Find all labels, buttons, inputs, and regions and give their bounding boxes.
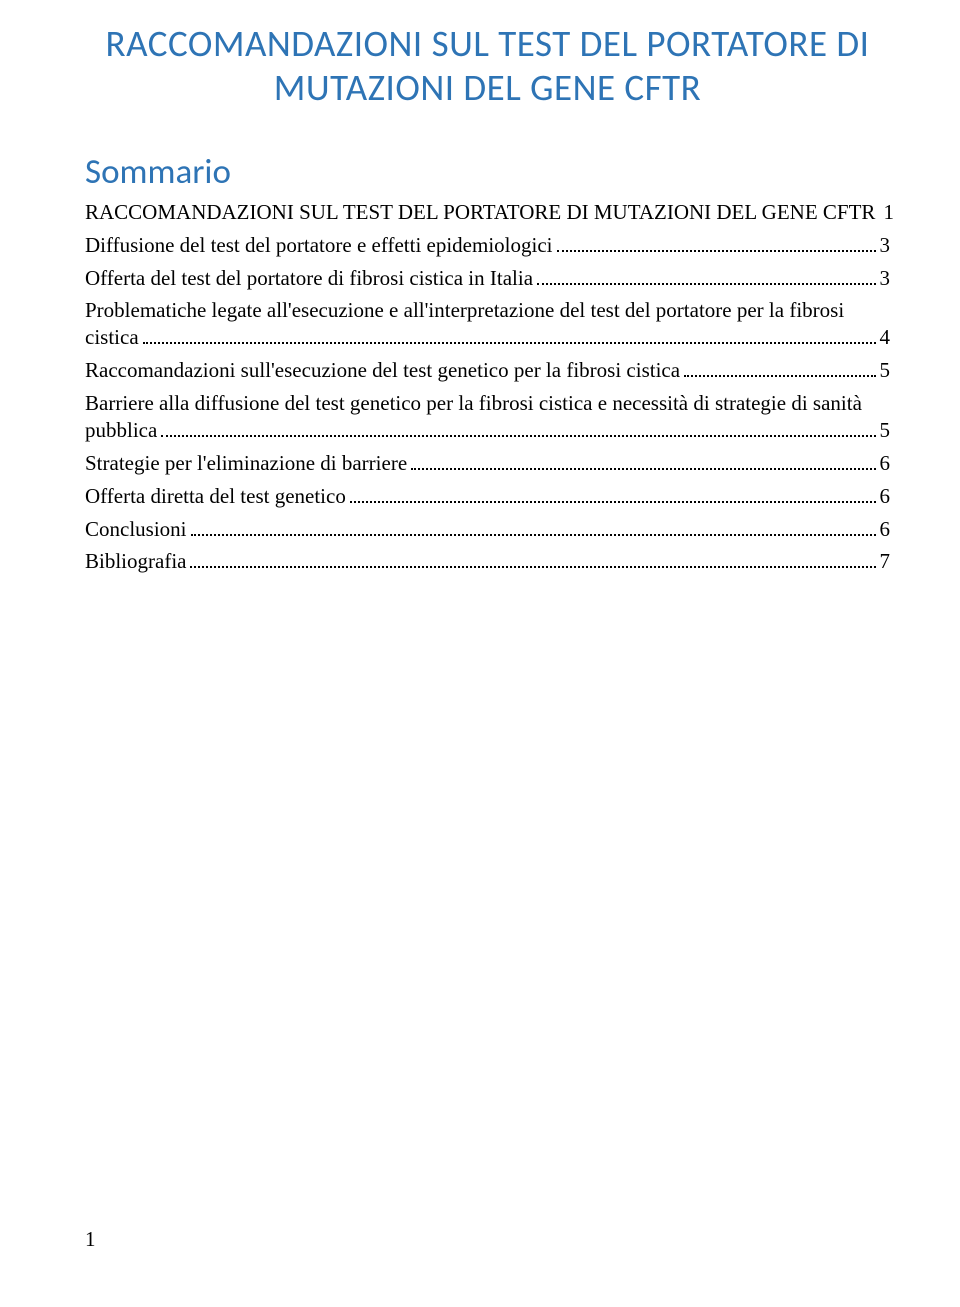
toc-entry-label: Barriere alla diffusione del test geneti… — [85, 390, 890, 417]
toc-entry-label: pubblica — [85, 417, 157, 444]
toc-leader-dots — [143, 327, 876, 344]
toc-entry-page: 5 — [880, 357, 891, 384]
toc-leader-dots — [411, 453, 875, 470]
toc-entry-label: RACCOMANDAZIONI SUL TEST DEL PORTATORE D… — [85, 199, 875, 226]
toc-leader-dots — [191, 519, 876, 536]
toc-leader-dots — [684, 360, 875, 377]
toc-leader-dots — [350, 486, 876, 503]
page-number: 1 — [85, 1227, 96, 1252]
toc-entry-page: 3 — [880, 232, 891, 259]
toc-leader-dots — [557, 235, 876, 252]
toc-leader-dots — [190, 552, 875, 569]
toc-entry[interactable]: Offerta del test del portatore di fibros… — [85, 265, 890, 292]
toc-entry-page: 3 — [880, 265, 891, 292]
toc-entry[interactable]: RACCOMANDAZIONI SUL TEST DEL PORTATORE D… — [85, 199, 890, 226]
toc-entry[interactable]: Offerta diretta del test genetico 6 — [85, 483, 890, 510]
toc-entry-page: 1 — [883, 199, 894, 226]
toc-entry[interactable]: Strategie per l'eliminazione di barriere… — [85, 450, 890, 477]
toc-entry-page: 7 — [880, 548, 891, 575]
document-title: RACCOMANDAZIONI SUL TEST DEL PORTATORE D… — [85, 22, 890, 111]
toc-entry-label: cistica — [85, 324, 139, 351]
toc-entry-label: Raccomandazioni sull'esecuzione del test… — [85, 357, 680, 384]
toc-entry-page: 6 — [880, 450, 891, 477]
toc-entry-page: 6 — [880, 516, 891, 543]
toc-entry[interactable]: Barriere alla diffusione del test geneti… — [85, 390, 890, 444]
toc-entry-label: Strategie per l'eliminazione di barriere — [85, 450, 407, 477]
toc-leader-dots — [161, 420, 875, 437]
toc-entry[interactable]: Conclusioni 6 — [85, 516, 890, 543]
toc-entry[interactable]: Diffusione del test del portatore e effe… — [85, 232, 890, 259]
toc-entry-page: 6 — [880, 483, 891, 510]
toc-heading: Sommario — [85, 151, 890, 193]
toc-entry-page: 4 — [880, 324, 891, 351]
toc-entry[interactable]: Problematiche legate all'esecuzione e al… — [85, 297, 890, 351]
toc-entry-label: Diffusione del test del portatore e effe… — [85, 232, 553, 259]
toc-leader-dots — [537, 268, 875, 285]
toc-entry-label: Bibliografia — [85, 548, 186, 575]
toc-entry[interactable]: Bibliografia 7 — [85, 548, 890, 575]
toc-entry-label: Offerta diretta del test genetico — [85, 483, 346, 510]
toc-entry-page: 5 — [880, 417, 891, 444]
table-of-contents: RACCOMANDAZIONI SUL TEST DEL PORTATORE D… — [85, 199, 890, 576]
toc-entry[interactable]: Raccomandazioni sull'esecuzione del test… — [85, 357, 890, 384]
toc-entry-label: Problematiche legate all'esecuzione e al… — [85, 297, 890, 324]
toc-entry-label: Offerta del test del portatore di fibros… — [85, 265, 533, 292]
toc-entry-label: Conclusioni — [85, 516, 187, 543]
